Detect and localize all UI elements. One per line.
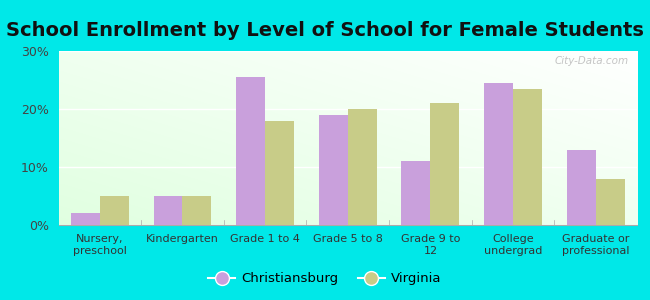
Text: School Enrollment by Level of School for Female Students: School Enrollment by Level of School for… <box>6 21 644 40</box>
Bar <box>153 196 183 225</box>
Bar <box>348 109 377 225</box>
Bar <box>71 213 100 225</box>
Bar <box>567 150 595 225</box>
Bar <box>595 178 625 225</box>
Bar <box>430 103 460 225</box>
Bar <box>183 196 211 225</box>
Bar <box>100 196 129 225</box>
Bar <box>484 83 513 225</box>
Bar <box>402 161 430 225</box>
Bar <box>513 89 542 225</box>
Bar <box>318 115 348 225</box>
Text: City-Data.com: City-Data.com <box>554 56 629 66</box>
Legend: Christiansburg, Virginia: Christiansburg, Virginia <box>203 267 447 290</box>
Bar <box>236 77 265 225</box>
Bar <box>265 121 294 225</box>
